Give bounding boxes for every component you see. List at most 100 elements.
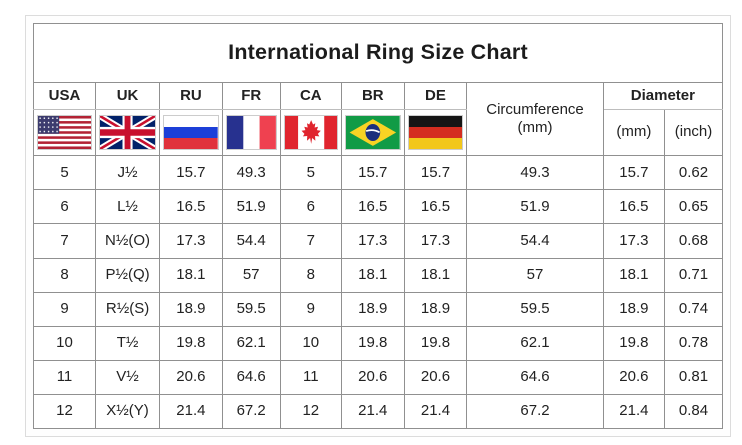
uk-flag-icon	[98, 114, 157, 150]
germany-flag-icon	[407, 114, 464, 150]
column-header-circumference: Circumference (mm)	[466, 81, 604, 157]
table-row: 5 J½ 15.7 49.3 5 15.7 15.7 49.3 15.7 0.62	[33, 155, 723, 191]
diameter-inch-header: (inch)	[664, 108, 723, 157]
table-cell: 20.6	[340, 359, 405, 395]
table-cell: 11	[279, 359, 342, 395]
table-cell: 0.74	[664, 291, 723, 327]
table-cell: 11	[33, 359, 96, 395]
column-header-ca: CA	[279, 81, 342, 110]
column-header-diameter: Diameter	[602, 81, 724, 110]
table-cell: 67.2	[466, 393, 604, 430]
column-header-br: BR	[340, 81, 405, 110]
column-header-usa: USA	[33, 81, 96, 110]
table-cell: 49.3	[466, 155, 604, 191]
table-cell: 0.62	[664, 155, 723, 191]
table-cell: 8	[33, 257, 96, 293]
table-cell: 18.9	[602, 291, 666, 327]
table-cell: V½	[94, 359, 161, 395]
table-cell: 7	[33, 223, 96, 259]
table-cell: R½(S)	[94, 291, 161, 327]
table-cell: 0.71	[664, 257, 723, 293]
table-cell: 18.1	[340, 257, 405, 293]
table-cell: 21.4	[340, 393, 405, 430]
diameter-mm-header: (mm)	[602, 108, 666, 157]
france-flag-icon	[225, 114, 277, 150]
uk-flag-cell	[94, 108, 161, 157]
table-cell: 57	[221, 257, 281, 293]
table-cell: 15.7	[159, 155, 223, 191]
france-flag-cell	[221, 108, 281, 157]
table-cell: 17.3	[340, 223, 405, 259]
table-cell: 0.84	[664, 393, 723, 430]
table-cell: 64.6	[466, 359, 604, 395]
table-cell: 15.7	[403, 155, 468, 191]
table-cell: 6	[33, 189, 96, 225]
table-cell: 8	[279, 257, 342, 293]
table-row: 6 L½ 16.5 51.9 6 16.5 16.5 51.9 16.5 0.65	[33, 189, 723, 225]
table-cell: 7	[279, 223, 342, 259]
table-row: 11 V½ 20.6 64.6 11 20.6 20.6 64.6 20.6 0.81	[33, 359, 723, 395]
table-cell: 19.8	[403, 325, 468, 361]
table-cell: 17.3	[159, 223, 223, 259]
table-cell: 16.5	[403, 189, 468, 225]
table-cell: 9	[33, 291, 96, 327]
canada-flag-icon	[283, 114, 338, 150]
table-cell: 20.6	[159, 359, 223, 395]
table-cell: 67.2	[221, 393, 281, 430]
page-title: International Ring Size Chart	[33, 23, 723, 83]
table-cell: 16.5	[340, 189, 405, 225]
table-row: 12 X½(Y) 21.4 67.2 12 21.4 21.4 67.2 21.4 0.84	[33, 393, 723, 430]
table-cell: 21.4	[159, 393, 223, 430]
circumference-label: Circumference	[486, 101, 584, 119]
table-cell: P½(Q)	[94, 257, 161, 293]
table-cell: 0.68	[664, 223, 723, 259]
table-cell: 15.7	[602, 155, 666, 191]
column-header-uk: UK	[94, 81, 161, 110]
column-header-de: DE	[403, 81, 468, 110]
table-cell: 19.8	[159, 325, 223, 361]
table-cell: 59.5	[221, 291, 281, 327]
table-cell: 5	[33, 155, 96, 191]
table-row: 9 R½(S) 18.9 59.5 9 18.9 18.9 59.5 18.9 0.74	[33, 291, 723, 327]
table-cell: 5	[279, 155, 342, 191]
column-header-fr: FR	[221, 81, 281, 110]
table-cell: 62.1	[466, 325, 604, 361]
table-row: 7 N½(O) 17.3 54.4 7 17.3 17.3 54.4 17.3 0.68	[33, 223, 723, 259]
table-cell: 10	[279, 325, 342, 361]
table-cell: N½(O)	[94, 223, 161, 259]
table-cell: 17.3	[602, 223, 666, 259]
ring-size-table-body: 5 J½ 15.7 49.3 5 15.7 15.7 49.3 15.7 0.62 6 L½ 16.5 5…	[33, 155, 723, 430]
table-cell: 21.4	[403, 393, 468, 430]
table-cell: 17.3	[403, 223, 468, 259]
table-cell: 64.6	[221, 359, 281, 395]
germany-flag-cell	[403, 108, 468, 157]
table-cell: 18.1	[159, 257, 223, 293]
usa-flag-icon	[37, 114, 92, 150]
canada-flag-cell	[279, 108, 342, 157]
title-row: International Ring Size Chart	[33, 23, 723, 83]
table-cell: 62.1	[221, 325, 281, 361]
flag-row: (mm) (inch)	[33, 108, 723, 157]
table-cell: 16.5	[159, 189, 223, 225]
ring-size-chart-image: International Ring Size Chart USA UK RU …	[25, 15, 731, 437]
table-cell: 59.5	[466, 291, 604, 327]
table-cell: T½	[94, 325, 161, 361]
brazil-flag-icon	[344, 114, 401, 150]
header-label-row: USA UK RU FR CA BR DE Circumference (mm)…	[33, 81, 724, 157]
table-cell: 51.9	[466, 189, 604, 225]
table-cell: 0.65	[664, 189, 723, 225]
table-cell: 57	[466, 257, 604, 293]
table-cell: 18.1	[602, 257, 666, 293]
table-row: 8 P½(Q) 18.1 57 8 18.1 18.1 57 18.1 0.71	[33, 257, 723, 293]
table-cell: 18.1	[403, 257, 468, 293]
russia-flag-cell	[159, 108, 223, 157]
column-header-ru: RU	[159, 81, 223, 110]
circumference-unit: (mm)	[517, 119, 553, 137]
table-cell: 18.9	[403, 291, 468, 327]
table-cell: 54.4	[221, 223, 281, 259]
table-cell: L½	[94, 189, 161, 225]
table-cell: 20.6	[602, 359, 666, 395]
table-cell: X½(Y)	[94, 393, 161, 430]
table-cell: 18.9	[340, 291, 405, 327]
table-cell: J½	[94, 155, 161, 191]
